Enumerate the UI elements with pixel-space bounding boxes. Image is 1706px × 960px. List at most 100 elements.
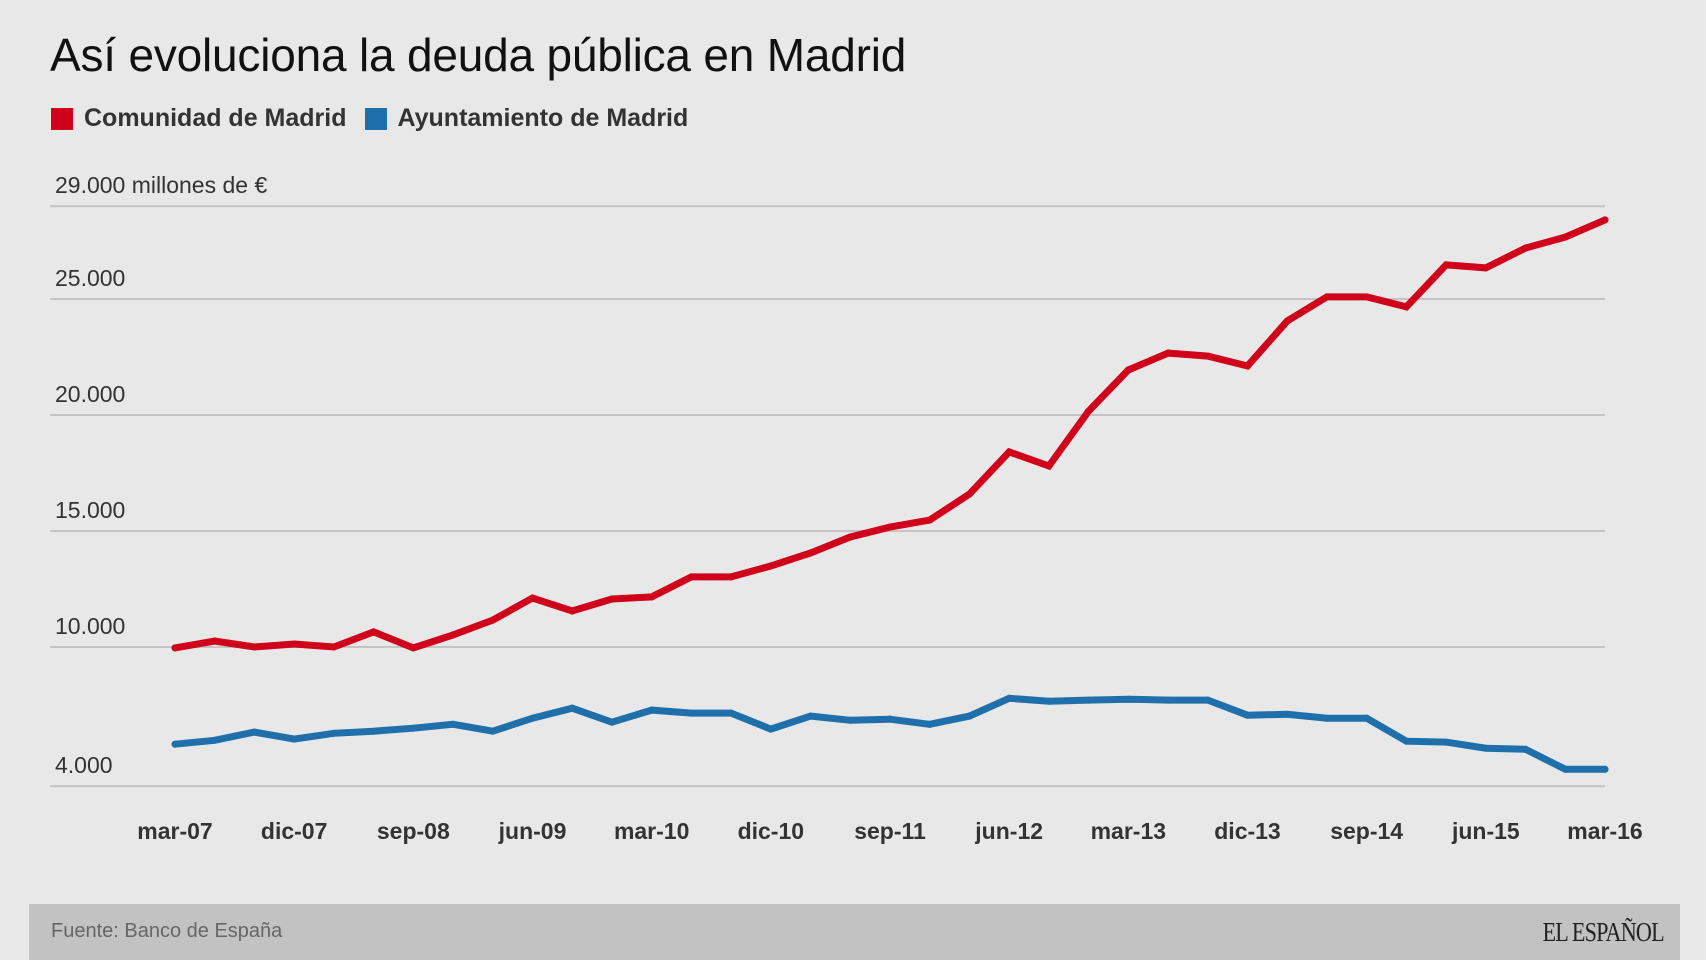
y-axis-labels: 29.000 millones de € 25.000 20.000 15.000 10… (55, 172, 267, 778)
data-point-comunidad (886, 523, 894, 531)
legend-swatch-comunidad (51, 107, 73, 130)
series-line-ayuntamiento (171, 694, 1609, 773)
data-point-ayuntamiento (1283, 710, 1291, 718)
data-point-comunidad (1482, 264, 1490, 272)
legend-item-comunidad: Comunidad de Madrid (51, 104, 347, 133)
legend-item-ayuntamiento: Ayuntamiento de Madrid (364, 104, 689, 133)
data-point-comunidad (568, 607, 576, 615)
data-point-comunidad (1363, 293, 1371, 301)
data-point-comunidad (250, 643, 258, 651)
data-point-ayuntamiento (886, 715, 894, 723)
data-point-comunidad (1005, 448, 1013, 456)
data-point-ayuntamiento (767, 725, 775, 733)
x-tick-label: sep-14 (1330, 818, 1403, 844)
data-point-comunidad (1442, 261, 1450, 269)
data-point-ayuntamiento (568, 704, 576, 712)
legend-label-ayuntamiento: Ayuntamiento de Madrid (397, 104, 689, 132)
y-tick-label: 29.000 millones de € (55, 172, 267, 198)
data-point-ayuntamiento (1601, 765, 1609, 773)
data-point-ayuntamiento (449, 720, 457, 728)
data-point-comunidad (1244, 362, 1251, 370)
x-tick-label: mar-07 (137, 818, 212, 844)
data-point-comunidad (1601, 216, 1609, 224)
data-point-ayuntamiento (1561, 765, 1569, 773)
data-point-comunidad (370, 628, 378, 636)
data-point-comunidad (767, 562, 775, 570)
data-point-ayuntamiento (608, 718, 616, 726)
data-point-comunidad (926, 516, 934, 524)
data-point-ayuntamiento (965, 712, 973, 720)
data-point-comunidad (171, 644, 179, 652)
line-chart: 29.000 millones de € 25.000 20.000 15.000 10… (50, 172, 1643, 844)
data-point-ayuntamiento (211, 736, 219, 744)
data-point-ayuntamiento (1204, 696, 1212, 704)
publisher-logo: EL ESPAÑOL (1542, 917, 1665, 947)
y-tick-label: 25.000 (55, 265, 125, 291)
data-point-ayuntamiento (1085, 696, 1093, 704)
data-point-ayuntamiento (1363, 714, 1371, 722)
data-point-ayuntamiento (529, 714, 536, 722)
data-point-ayuntamiento (727, 709, 735, 717)
data-point-comunidad (211, 637, 219, 645)
data-point-comunidad (529, 594, 536, 602)
x-tick-label: mar-10 (614, 818, 689, 844)
x-axis-labels: mar-07 dic-07 sep-08 jun-09 mar-10 dic-10 sep-… (137, 818, 1642, 844)
data-point-comunidad (1085, 407, 1093, 415)
data-point-ayuntamiento (1164, 696, 1172, 704)
data-point-ayuntamiento (1244, 711, 1251, 719)
x-tick-label: dic-13 (1214, 818, 1280, 844)
footer: Fuente: Banco de España EL ESPAÑOL (29, 904, 1680, 960)
data-point-ayuntamiento (1522, 745, 1530, 753)
data-point-comunidad (1164, 349, 1172, 357)
data-point-ayuntamiento (1045, 697, 1053, 705)
chart-title: Así evoluciona la deuda pública en Madri… (50, 29, 907, 81)
data-point-comunidad (409, 644, 417, 652)
y-tick-label: 15.000 (55, 497, 125, 523)
data-point-ayuntamiento (1482, 744, 1490, 752)
series-line-comunidad (171, 216, 1609, 652)
data-point-ayuntamiento (1124, 695, 1132, 703)
data-point-ayuntamiento (489, 727, 497, 735)
source-note: Fuente: Banco de España (51, 920, 283, 942)
data-point-comunidad (290, 640, 298, 648)
data-point-comunidad (489, 616, 497, 624)
data-point-comunidad (1204, 352, 1212, 360)
data-point-ayuntamiento (1442, 738, 1450, 746)
data-point-ayuntamiento (330, 729, 338, 737)
data-point-comunidad (1124, 366, 1132, 374)
x-tick-label: dic-07 (261, 818, 327, 844)
data-point-comunidad (727, 573, 735, 581)
x-tick-label: sep-11 (854, 818, 926, 844)
data-point-comunidad (330, 643, 338, 651)
data-point-ayuntamiento (290, 735, 298, 743)
data-point-comunidad (807, 549, 815, 557)
data-point-comunidad (648, 593, 656, 601)
x-tick-label: jun-12 (974, 818, 1043, 844)
legend: Comunidad de Madrid Ayuntamiento de Madr… (51, 104, 706, 133)
data-point-comunidad (1283, 317, 1291, 325)
data-point-ayuntamiento (648, 706, 656, 714)
data-point-comunidad (1561, 233, 1569, 241)
data-point-comunidad (687, 573, 695, 581)
y-tick-label: 4.000 (55, 752, 113, 778)
data-point-comunidad (965, 490, 973, 498)
data-point-ayuntamiento (409, 724, 417, 732)
x-tick-label: dic-10 (738, 818, 804, 844)
x-tick-label: jun-15 (1451, 818, 1520, 844)
legend-swatch-ayuntamiento (364, 107, 387, 130)
data-point-ayuntamiento (1323, 714, 1331, 722)
data-point-ayuntamiento (171, 740, 179, 748)
data-point-ayuntamiento (926, 720, 934, 728)
data-point-ayuntamiento (370, 727, 378, 735)
data-point-ayuntamiento (687, 709, 695, 717)
data-point-ayuntamiento (807, 712, 815, 720)
legend-label-comunidad: Comunidad de Madrid (84, 104, 347, 132)
data-point-comunidad (608, 595, 616, 603)
y-tick-label: 20.000 (55, 381, 125, 407)
data-point-ayuntamiento (1005, 694, 1013, 702)
x-tick-label: mar-13 (1091, 818, 1166, 844)
gridlines (50, 205, 1605, 788)
x-tick-label: sep-08 (377, 818, 450, 844)
data-point-comunidad (1045, 462, 1053, 470)
y-tick-label: 10.000 (55, 613, 125, 639)
